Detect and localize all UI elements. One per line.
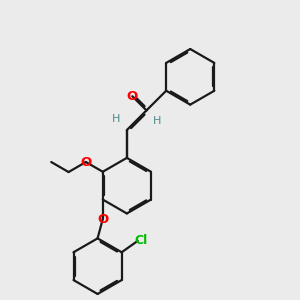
Text: H: H (112, 114, 120, 124)
Text: H: H (153, 116, 161, 126)
Text: Cl: Cl (135, 234, 148, 248)
Text: O: O (80, 155, 92, 169)
Text: O: O (127, 90, 138, 103)
Text: O: O (97, 212, 108, 226)
